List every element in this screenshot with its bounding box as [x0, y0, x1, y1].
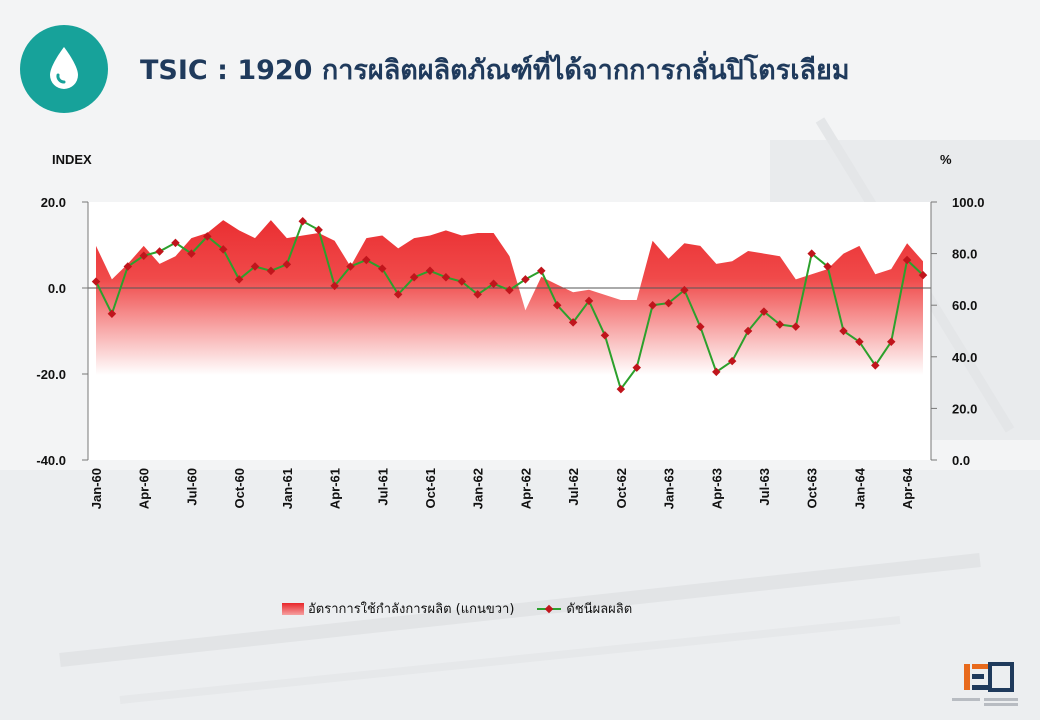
right-tick-label: 20.0	[952, 401, 977, 416]
page-title: TSIC : 1920 การผลิตผลิตภัณฑ์ที่ได้จากการ…	[140, 55, 850, 86]
x-tick-label: Jan-64	[852, 467, 867, 509]
x-tick-label: Oct-61	[423, 468, 438, 508]
index-point	[775, 320, 785, 329]
capacity-area-series	[96, 220, 923, 460]
legend-area-swatch	[282, 602, 304, 615]
x-tick-label: Apr-61	[328, 468, 343, 509]
left-tick-label: -40.0	[36, 453, 66, 468]
index-point	[871, 361, 880, 370]
index-point	[282, 260, 292, 269]
oie-logo	[950, 660, 1030, 712]
index-point	[266, 266, 276, 276]
index-point	[425, 266, 435, 276]
index-point	[886, 337, 896, 347]
index-point	[791, 322, 801, 331]
left-tick-label: 20.0	[41, 195, 66, 210]
index-point	[839, 326, 848, 336]
index-point	[155, 247, 164, 256]
index-point	[743, 326, 753, 336]
x-tick-label: Jan-60	[89, 468, 104, 509]
index-point	[171, 238, 180, 248]
right-tick-label: 40.0	[952, 350, 977, 365]
legend-index-label: ดัชนีผลผลิต	[566, 602, 633, 617]
legend-line-swatch	[537, 604, 562, 613]
index-point	[696, 322, 705, 331]
chart-legend: อัตราการใช้กำลังการผลิต (แกนขวา) ดัชนีผล…	[282, 598, 632, 619]
x-tick-label: Apr-60	[137, 468, 152, 509]
index-point	[918, 270, 928, 280]
x-tick-label: Jan-61	[280, 468, 295, 509]
index-point	[378, 264, 387, 273]
x-tick-label: Apr-63	[709, 468, 724, 509]
right-tick-label: 60.0	[952, 298, 977, 313]
index-point	[521, 275, 530, 284]
left-tick-label: 0.0	[48, 281, 66, 296]
index-point	[314, 225, 323, 235]
right-tick-label: 100.0	[952, 195, 985, 210]
x-tick-label: Apr-64	[900, 467, 915, 509]
oil-drop-icon	[20, 25, 108, 113]
index-point	[712, 367, 721, 377]
x-tick-label: Jan-62	[471, 468, 486, 509]
index-point	[648, 300, 657, 310]
index-point	[298, 217, 307, 226]
index-point	[187, 249, 196, 258]
x-tick-label: Jan-63	[662, 468, 677, 509]
index-point	[727, 356, 737, 366]
index-point	[616, 384, 626, 394]
right-tick-label: 80.0	[952, 247, 977, 262]
x-tick-label: Oct-60	[232, 468, 247, 508]
index-point	[759, 307, 769, 316]
x-tick-label: Jul-60	[184, 468, 199, 506]
index-point	[680, 285, 689, 295]
index-point	[457, 277, 467, 286]
production-chart: 20.0 0.0 -20.0 -40.0 100.0 80.0 60.0 40.0 20.0 0.…	[36, 152, 985, 509]
index-point	[823, 262, 832, 271]
index-point	[600, 331, 610, 340]
index-point	[123, 262, 133, 271]
legend-capacity-label: อัตราการใช้กำลังการผลิต (แกนขวา)	[308, 602, 515, 617]
index-point	[330, 281, 339, 291]
x-tick-label: Jul-63	[757, 468, 772, 506]
x-tick-label: Jul-61	[375, 468, 390, 506]
index-point	[505, 285, 514, 295]
index-point	[346, 262, 355, 271]
index-point	[91, 277, 101, 286]
left-tick-label: -20.0	[36, 367, 66, 382]
index-point	[441, 273, 451, 282]
index-point	[552, 300, 562, 310]
right-axis-title: %	[940, 152, 952, 167]
index-point	[362, 255, 371, 265]
x-tick-label: Apr-62	[518, 468, 533, 509]
index-point	[393, 290, 403, 299]
right-tick-label: 0.0	[952, 453, 970, 468]
x-tick-label: Oct-63	[805, 468, 820, 508]
index-point	[664, 298, 673, 308]
index-point	[855, 337, 864, 346]
index-point	[584, 296, 594, 306]
x-tick-label: Jul-62	[566, 468, 581, 506]
x-tick-label: Oct-62	[614, 468, 629, 508]
index-point	[409, 273, 419, 282]
left-axis-title: INDEX	[52, 152, 92, 167]
index-point	[902, 255, 912, 265]
